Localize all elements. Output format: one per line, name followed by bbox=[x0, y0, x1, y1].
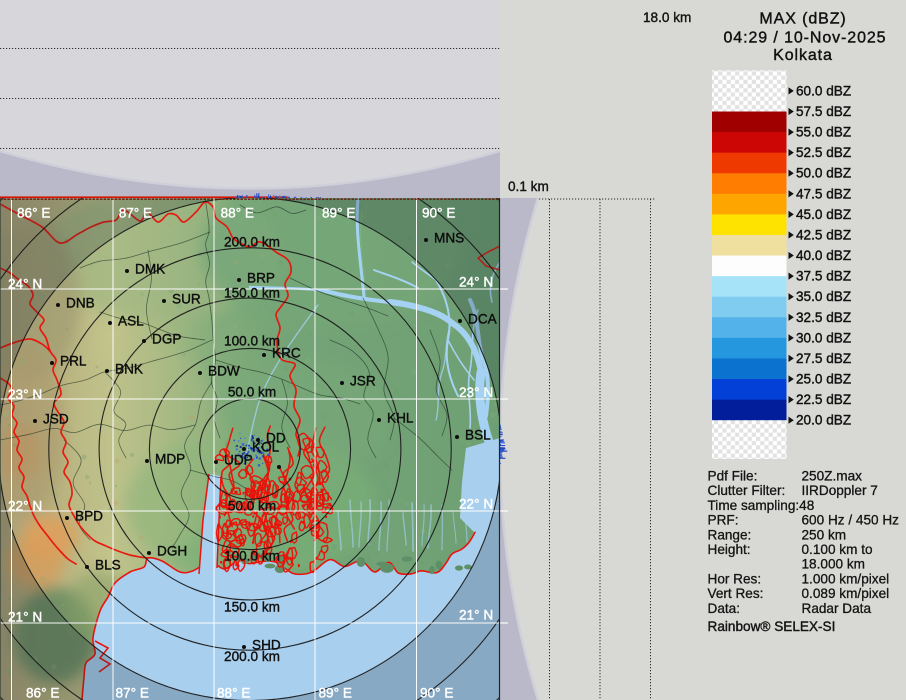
svg-text:Rainbow® SELEX-SI: Rainbow® SELEX-SI bbox=[708, 619, 836, 634]
svg-text:86° E: 86° E bbox=[17, 206, 50, 221]
svg-text:Clutter Filter:: Clutter Filter: bbox=[708, 483, 786, 498]
svg-text:42.5 dBZ: 42.5 dBZ bbox=[796, 227, 851, 242]
svg-text:50.0 km: 50.0 km bbox=[228, 499, 276, 514]
svg-text:200.0 km: 200.0 km bbox=[224, 649, 280, 664]
svg-text:DNB: DNB bbox=[66, 296, 95, 311]
svg-text:KOL: KOL bbox=[252, 440, 280, 455]
svg-text:52.5 dBZ: 52.5 dBZ bbox=[796, 145, 851, 160]
svg-text:87° E: 87° E bbox=[119, 206, 152, 221]
svg-text:60.0 dBZ: 60.0 dBZ bbox=[796, 83, 851, 98]
svg-text:UDP: UDP bbox=[224, 453, 253, 468]
svg-text:21° N: 21° N bbox=[459, 608, 493, 623]
svg-text:SHD: SHD bbox=[252, 638, 281, 653]
svg-text:23° N: 23° N bbox=[8, 387, 42, 402]
svg-text:Height:: Height: bbox=[708, 542, 751, 557]
svg-text:KRC: KRC bbox=[272, 346, 301, 361]
svg-text:MNS: MNS bbox=[434, 231, 464, 246]
svg-text:0.1 km: 0.1 km bbox=[508, 179, 549, 194]
svg-text:04:29 / 10-Nov-2025: 04:29 / 10-Nov-2025 bbox=[724, 30, 887, 47]
svg-text:DCA: DCA bbox=[468, 312, 498, 327]
svg-text:PRF:: PRF: bbox=[708, 513, 739, 528]
svg-text:22° N: 22° N bbox=[8, 499, 42, 514]
svg-text:150.0 km: 150.0 km bbox=[224, 286, 280, 301]
svg-text:22.5 dBZ: 22.5 dBZ bbox=[796, 392, 851, 407]
svg-text:JSR: JSR bbox=[350, 374, 376, 389]
svg-text:86° E: 86° E bbox=[26, 686, 59, 700]
svg-text:23° N: 23° N bbox=[459, 385, 493, 400]
svg-text:150.0 km: 150.0 km bbox=[224, 600, 280, 615]
svg-text:DD: DD bbox=[266, 431, 286, 446]
svg-text:50.0 km: 50.0 km bbox=[228, 385, 276, 400]
svg-text:BRP: BRP bbox=[247, 271, 275, 286]
svg-text:BNK: BNK bbox=[115, 362, 143, 377]
svg-text:55.0 dBZ: 55.0 dBZ bbox=[796, 125, 851, 140]
svg-text:88° E: 88° E bbox=[221, 206, 254, 221]
svg-text:Data:: Data: bbox=[708, 601, 741, 616]
svg-text:22° N: 22° N bbox=[459, 497, 493, 512]
svg-text:50.0 dBZ: 50.0 dBZ bbox=[796, 166, 851, 181]
svg-text:600 Hz / 450 Hz: 600 Hz / 450 Hz bbox=[802, 513, 900, 528]
svg-text:40.0 dBZ: 40.0 dBZ bbox=[796, 248, 851, 263]
svg-text:30.0 dBZ: 30.0 dBZ bbox=[796, 330, 851, 345]
svg-text:37.5 dBZ: 37.5 dBZ bbox=[796, 269, 851, 284]
svg-text:SUR: SUR bbox=[172, 292, 201, 307]
svg-text:100.0 km: 100.0 km bbox=[224, 334, 280, 349]
svg-text:JSD: JSD bbox=[43, 412, 69, 427]
svg-text:57.5 dBZ: 57.5 dBZ bbox=[796, 104, 851, 119]
svg-text:MAX (dBZ): MAX (dBZ) bbox=[759, 11, 846, 28]
svg-text:89° E: 89° E bbox=[319, 686, 352, 700]
svg-text:100.0 km: 100.0 km bbox=[224, 549, 280, 564]
svg-text:87° E: 87° E bbox=[116, 686, 149, 700]
svg-text:0.089 km/pixel: 0.089 km/pixel bbox=[802, 586, 890, 601]
svg-text:IIRDoppler 7: IIRDoppler 7 bbox=[802, 483, 878, 498]
svg-text:90° E: 90° E bbox=[420, 686, 453, 700]
svg-text:24° N: 24° N bbox=[459, 275, 493, 290]
svg-text:DGP: DGP bbox=[152, 332, 181, 347]
svg-text:250 km: 250 km bbox=[802, 527, 847, 542]
svg-text:DMK: DMK bbox=[135, 262, 165, 277]
svg-text:200.0 km: 200.0 km bbox=[224, 235, 280, 250]
svg-text:47.5 dBZ: 47.5 dBZ bbox=[796, 186, 851, 201]
svg-text:KHL: KHL bbox=[387, 411, 414, 426]
svg-text:ASL: ASL bbox=[118, 314, 144, 329]
svg-text:Range:: Range: bbox=[708, 527, 752, 542]
svg-text:Vert Res:: Vert Res: bbox=[708, 586, 764, 601]
svg-text:45.0 dBZ: 45.0 dBZ bbox=[796, 207, 851, 222]
svg-text:BPD: BPD bbox=[75, 509, 103, 524]
svg-text:1.000 km/pixel: 1.000 km/pixel bbox=[802, 571, 890, 586]
svg-text:BLS: BLS bbox=[95, 558, 121, 573]
svg-text:18.000 km: 18.000 km bbox=[802, 557, 865, 572]
svg-text:24° N: 24° N bbox=[8, 277, 42, 292]
svg-text:Radar Data: Radar Data bbox=[802, 601, 872, 616]
svg-text:18.0 km: 18.0 km bbox=[643, 10, 691, 25]
svg-text:Hor Res:: Hor Res: bbox=[708, 571, 762, 586]
svg-text:PRL: PRL bbox=[60, 354, 87, 369]
svg-text:BSL: BSL bbox=[465, 428, 491, 443]
svg-text:Time sampling:48: Time sampling:48 bbox=[708, 498, 815, 513]
svg-text:20.0 dBZ: 20.0 dBZ bbox=[796, 413, 851, 428]
svg-text:90° E: 90° E bbox=[422, 206, 455, 221]
svg-text:35.0 dBZ: 35.0 dBZ bbox=[796, 289, 851, 304]
svg-text:88° E: 88° E bbox=[217, 686, 250, 700]
svg-text:MDP: MDP bbox=[155, 452, 185, 467]
svg-text:21° N: 21° N bbox=[8, 610, 42, 625]
svg-text:DGH: DGH bbox=[157, 544, 187, 559]
svg-text:BDW: BDW bbox=[208, 364, 240, 379]
svg-text:25.0 dBZ: 25.0 dBZ bbox=[796, 372, 851, 387]
svg-text:27.5 dBZ: 27.5 dBZ bbox=[796, 351, 851, 366]
svg-text:Pdf File:: Pdf File: bbox=[708, 469, 758, 484]
svg-text:32.5 dBZ: 32.5 dBZ bbox=[796, 310, 851, 325]
svg-text:89° E: 89° E bbox=[322, 206, 355, 221]
svg-text:0.100 km to: 0.100 km to bbox=[802, 542, 873, 557]
svg-text:250Z.max: 250Z.max bbox=[802, 469, 863, 484]
svg-text:Kolkata: Kolkata bbox=[773, 47, 833, 64]
